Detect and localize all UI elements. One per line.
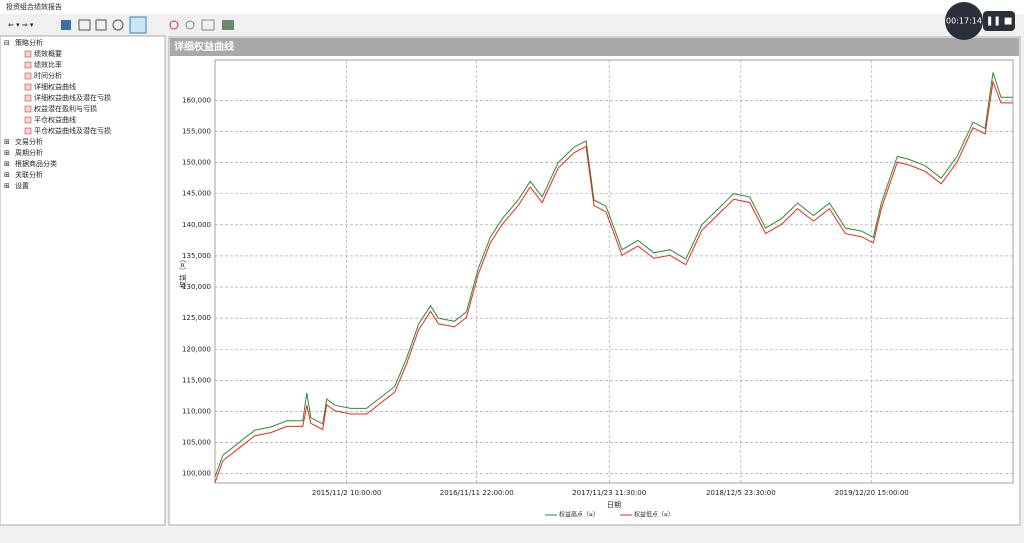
y-tick-label: 105,000	[182, 439, 211, 447]
tree: ⊟ 策略分析绩效概要绩效比率时间分析详细权益曲线详细权益曲线及潜在亏损权益潜在盈利…	[4, 38, 111, 190]
legend-label: 权益低点（¤）	[634, 511, 674, 519]
settings-button[interactable]	[112, 19, 124, 31]
toolbar[interactable]: ⇐ ▾ ⇒ ▾	[8, 16, 234, 34]
plot-area	[214, 59, 1014, 484]
recorder-controls[interactable]	[983, 11, 1015, 31]
tree-item[interactable]: 关联分析	[15, 170, 43, 179]
tree-item[interactable]: 根据商品分类	[15, 159, 57, 168]
tree-expander[interactable]: ⊞	[4, 138, 10, 146]
window-title: 投资组合绩效报告	[6, 2, 62, 11]
open-button[interactable]	[78, 19, 91, 31]
tree-item[interactable]: 设置	[15, 181, 29, 190]
y-axis-label: 权益（¤）	[178, 256, 187, 288]
title-bar	[0, 0, 1024, 14]
x-tick-label: 2018/12/5 23:30:00	[706, 489, 776, 497]
series-line	[214, 79, 1013, 483]
tree-expander[interactable]: ⊞	[4, 171, 10, 179]
y-tick-label: 145,000	[182, 190, 211, 198]
tree-item[interactable]: 时间分析	[34, 71, 62, 80]
pause-stop[interactable]: ❚❚ ■	[986, 17, 1012, 27]
back-button[interactable]: ⇐ ▾ ⇒ ▾	[8, 21, 34, 29]
panel-title: 详细权益曲线	[174, 40, 234, 53]
tree-icon	[24, 50, 32, 58]
y-tick-label: 160,000	[182, 96, 211, 104]
x-axis-label: 日期	[607, 501, 621, 509]
timer: 00:17:14	[946, 17, 982, 26]
y-tick-label: 110,000	[182, 407, 211, 415]
y-tick-label: 135,000	[182, 252, 211, 260]
tree-expander[interactable]: ⊞	[4, 149, 10, 157]
tree-icon	[24, 127, 32, 135]
tree-item[interactable]: 策略分析	[15, 38, 43, 47]
y-tick-label: 155,000	[182, 128, 211, 136]
chart: 权益（¤） 日期 100,000 105,000 110,000 115,000 120…	[178, 59, 1014, 519]
save-button[interactable]	[61, 20, 71, 30]
fit-button[interactable]	[201, 19, 215, 31]
tree-item[interactable]: 交易分析	[15, 137, 43, 146]
x-tick-label: 2015/11/2 10:00:00	[312, 489, 382, 497]
tree-icon	[24, 83, 32, 91]
tree-expander[interactable]: ⊟	[4, 39, 10, 47]
tree-icon	[24, 94, 32, 102]
y-tick-label: 100,000	[182, 470, 211, 478]
cursor-button[interactable]	[129, 16, 147, 34]
y-tick-label: 140,000	[182, 221, 211, 229]
series-line	[214, 72, 1013, 477]
tree-item[interactable]: 详细权益曲线	[34, 82, 76, 91]
tree-item[interactable]: 详细权益曲线及潜在亏损	[34, 93, 111, 102]
y-tick-label: 150,000	[182, 159, 211, 167]
tree-expander[interactable]: ⊞	[4, 182, 10, 190]
tree-icon	[24, 105, 32, 113]
y-tick-label: 130,000	[182, 283, 211, 291]
export-button[interactable]	[222, 20, 234, 30]
x-tick-label: 2016/11/11 22:00:00	[440, 489, 514, 497]
x-tick-label: 2017/11/23 11:30:00	[572, 489, 646, 497]
y-tick-label: 120,000	[182, 345, 211, 353]
y-tick-label: 125,000	[182, 314, 211, 322]
print-button[interactable]	[95, 19, 107, 31]
tree-item[interactable]: 平仓权益曲线	[34, 115, 76, 124]
timer-badge[interactable]	[945, 2, 983, 40]
tree-icon	[24, 72, 32, 80]
zoom-out-button[interactable]	[185, 20, 195, 30]
y-tick-label: 115,000	[182, 376, 211, 384]
tree-item[interactable]: 绩效概要	[34, 49, 62, 58]
tree-expander[interactable]: ⊞	[4, 160, 10, 168]
x-tick-label: 2019/12/20 15:00:00	[835, 489, 909, 497]
tree-icon	[24, 116, 32, 124]
tree-item[interactable]: 周期分析	[15, 148, 43, 157]
zoom-in-button[interactable]	[169, 20, 179, 30]
tree-icon	[24, 61, 32, 69]
tree-item[interactable]: 权益潜在盈利与亏损	[34, 104, 97, 113]
panel-header	[170, 38, 1019, 56]
tree-item[interactable]: 绩效比率	[34, 60, 62, 69]
legend-label: 权益高点（¤）	[559, 511, 599, 519]
tree-item[interactable]: 平仓权益曲线及潜在亏损	[34, 126, 111, 135]
